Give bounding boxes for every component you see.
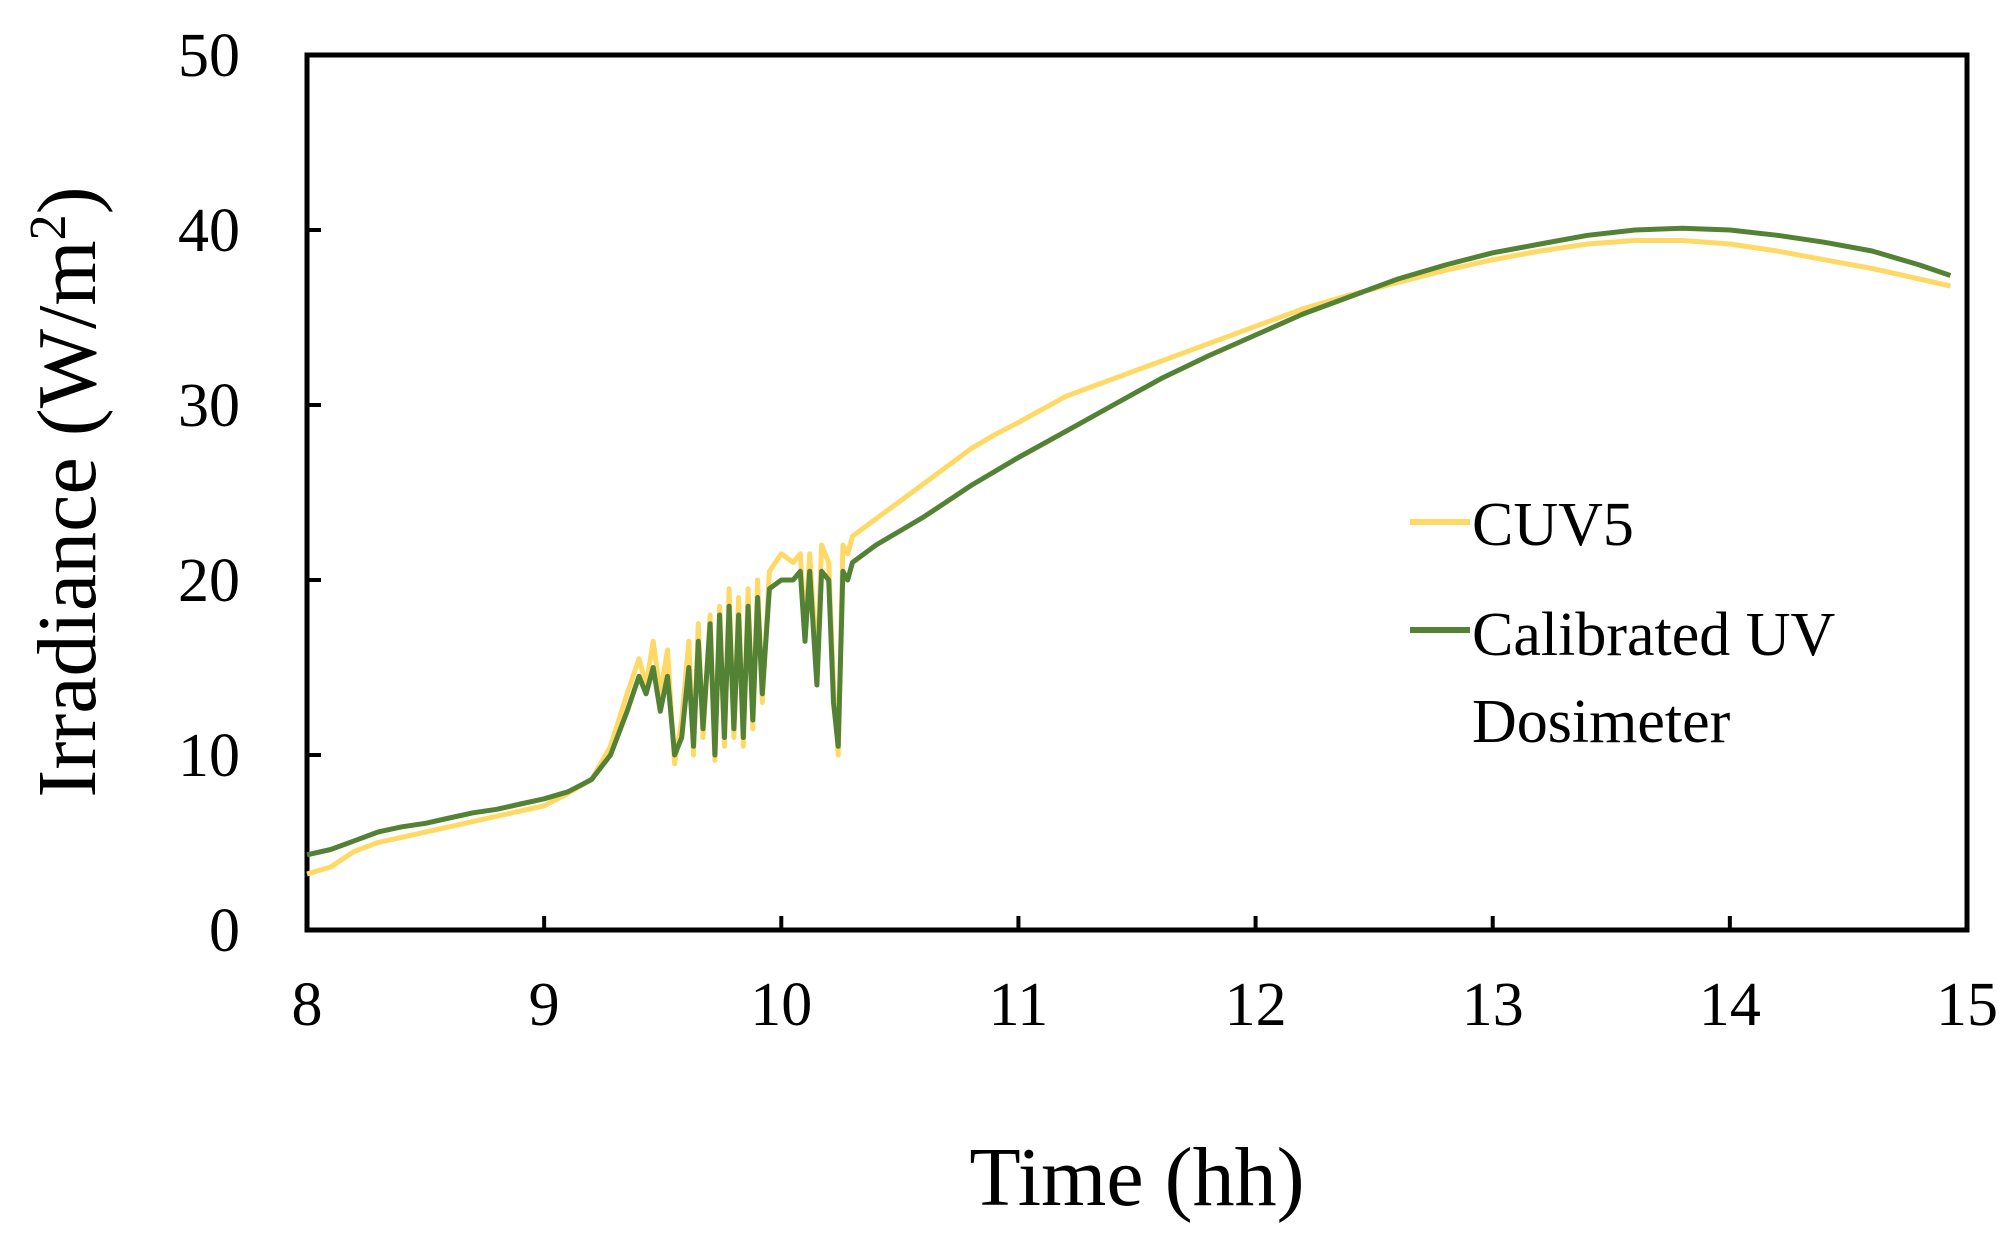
series-layer <box>306 225 1952 877</box>
legend-label-calibrated-uv-dosimeter-line1: Calibrated UV <box>1472 601 1836 669</box>
y-tick-label: 20 <box>178 547 240 615</box>
x-axis-title: Time (hh) <box>969 1131 1304 1224</box>
y-axis-ticks: 0 10 20 30 40 50 <box>178 22 321 965</box>
x-axis-ticks: 8 9 10 11 12 13 14 15 <box>292 916 1998 1039</box>
x-tick-label: 11 <box>989 971 1049 1039</box>
x-tick-label: 12 <box>1225 971 1287 1039</box>
x-tick-label: 9 <box>529 971 560 1039</box>
legend-label-cuv5: CUV5 <box>1472 491 1634 559</box>
y-tick-label: 0 <box>209 897 240 965</box>
series-line-cuv5 <box>306 238 1951 877</box>
series-line-calibrated-uv-dosimeter <box>306 225 1952 858</box>
y-axis-title-close: ) <box>21 186 114 214</box>
legend-label-calibrated-uv-dosimeter-line2: Dosimeter <box>1472 688 1731 756</box>
y-axis-title: Irradiance (W/m2) <box>20 186 114 797</box>
x-tick-label: 15 <box>1936 971 1998 1039</box>
legend: CUV5 Calibrated UV Dosimeter <box>1410 491 1836 756</box>
x-tick-label: 10 <box>750 971 812 1039</box>
y-axis-title-superscript: 2 <box>20 214 77 240</box>
x-tick-label: 14 <box>1699 971 1761 1039</box>
y-tick-label: 10 <box>178 722 240 790</box>
y-tick-label: 40 <box>178 197 240 265</box>
y-axis-title-main: Irradiance (W/m <box>21 240 114 797</box>
y-tick-label: 30 <box>178 372 240 440</box>
x-tick-label: 13 <box>1462 971 1524 1039</box>
y-tick-label: 50 <box>178 22 240 90</box>
plot-area-frame <box>304 52 1970 933</box>
x-tick-label: 8 <box>292 971 323 1039</box>
